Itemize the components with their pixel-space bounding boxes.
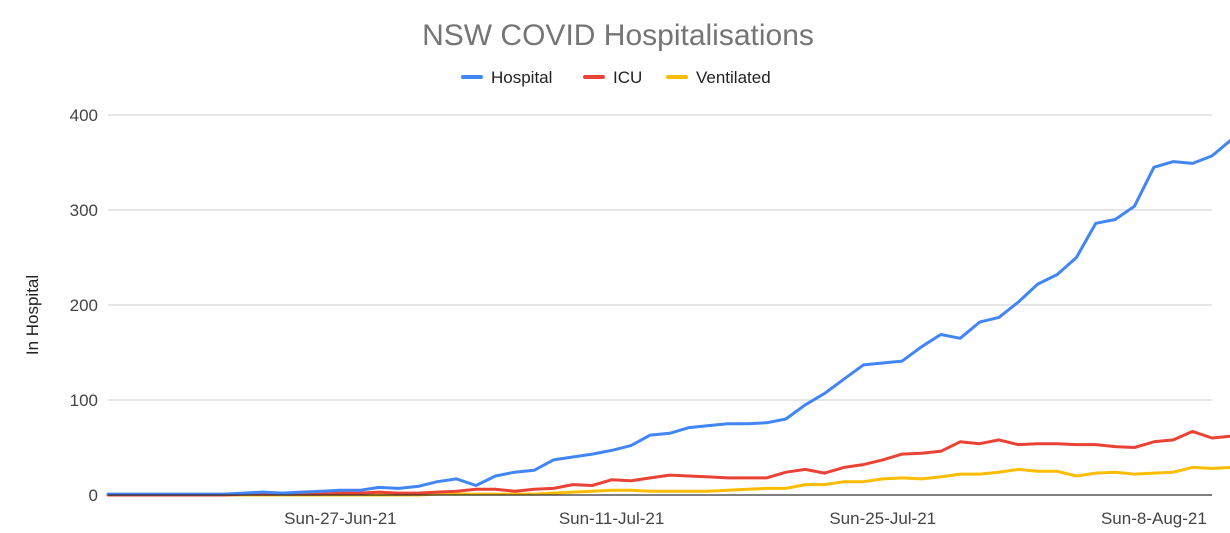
x-tick-label: Sun-11-Jul-21 [559,509,665,528]
x-tick-label: Sun-27-Jun-21 [284,509,396,528]
series-line-icu [106,429,1230,497]
chart-title: NSW COVID Hospitalisations [422,19,814,52]
y-axis-ticks: 0 100 200 300 400 [70,106,98,505]
legend-label-ventilated: Ventilated [696,68,771,87]
x-axis-ticks: Sun-27-Jun-21 Sun-11-Jul-21 Sun-25-Jul-21 S… [284,509,1207,528]
chart-legend: Hospital ICU Ventilated [461,68,771,87]
y-axis-label: In Hospital [23,275,42,355]
legend-label-hospital: Hospital [491,68,552,87]
series-line-ventilated [106,465,1230,497]
y-tick-label: 300 [70,201,98,220]
y-tick-label: 400 [70,106,98,125]
x-tick-label: Sun-8-Aug-21 [1101,509,1207,528]
legend-label-icu: ICU [613,68,642,87]
gridlines [108,114,1212,401]
x-tick-label: Sun-25-Jul-21 [829,509,936,528]
series-group [106,138,1230,497]
y-tick-label: 0 [89,486,98,505]
series-line-hospital [106,138,1230,496]
y-tick-label: 200 [70,296,98,315]
y-tick-label: 100 [70,391,98,410]
